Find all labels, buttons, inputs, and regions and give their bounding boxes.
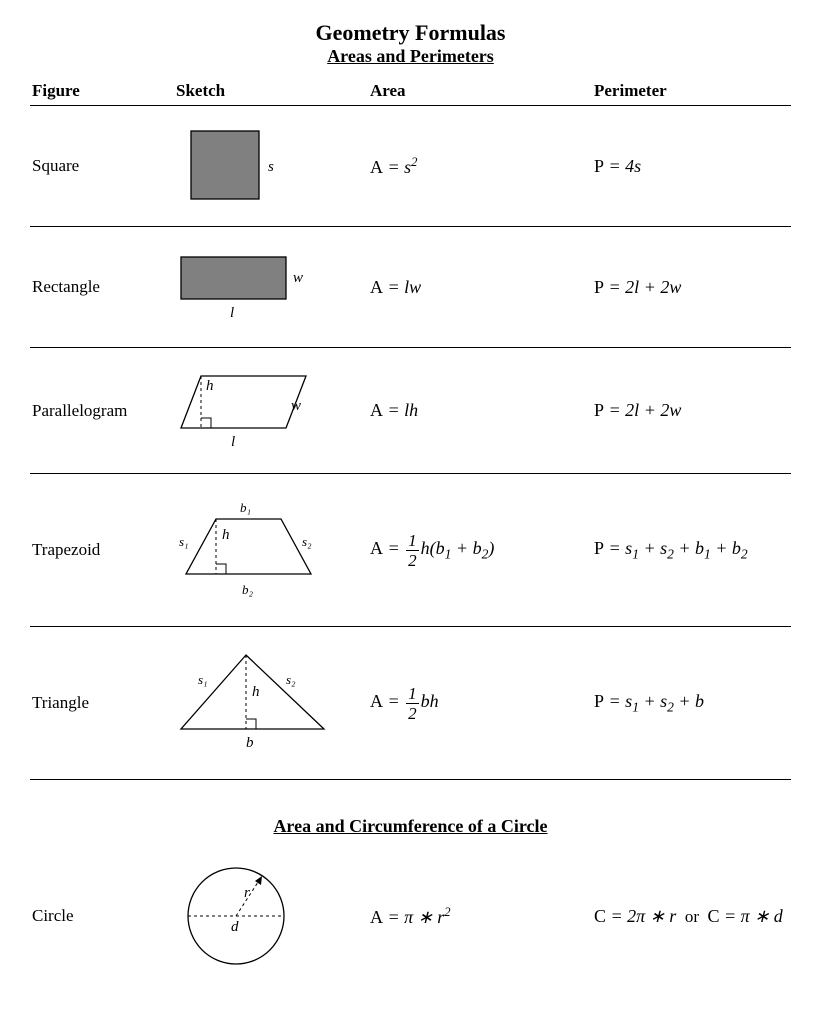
- main-title: Geometry Formulas: [30, 20, 791, 46]
- svg-text:r: r: [244, 885, 250, 901]
- sketch-triangle: s₁ s₂ h b: [174, 627, 368, 780]
- svg-text:b: b: [246, 735, 254, 751]
- sketch-trapezoid: b₁ b₂ s₁ s₂ h: [174, 474, 368, 627]
- figure-name: Trapezoid: [30, 474, 174, 627]
- area-cell: A = lh: [368, 348, 592, 474]
- svg-text:l: l: [231, 434, 235, 450]
- row-section2: Area and Circumference of a Circle: [30, 780, 791, 842]
- svg-text:w: w: [291, 398, 301, 414]
- figure-name: Circle: [30, 841, 174, 991]
- header-perimeter: Perimeter: [592, 77, 791, 106]
- svg-text:h: h: [222, 527, 230, 543]
- svg-text:d: d: [231, 919, 239, 935]
- square-icon: s: [176, 126, 306, 206]
- perimeter-cell: P = 2l + 2w: [592, 227, 791, 348]
- svg-text:b₂: b₂: [242, 582, 254, 597]
- svg-text:h: h: [206, 378, 214, 394]
- svg-text:w: w: [293, 270, 303, 286]
- row-trapezoid: Trapezoid b₁ b₂ s₁ s₂ h A = 12h(b1 + b2)…: [30, 474, 791, 627]
- rectangle-icon: w l: [176, 247, 336, 327]
- header-figure: Figure: [30, 77, 174, 106]
- perimeter-cell: P = s1 + s2 + b: [592, 627, 791, 780]
- triangle-icon: s₁ s₂ h b: [176, 647, 351, 759]
- figure-name: Triangle: [30, 627, 174, 780]
- formula-table: Figure Sketch Area Perimeter Square s A …: [30, 77, 791, 991]
- title-block: Geometry Formulas Areas and Perimeters: [30, 20, 791, 67]
- header-area: Area: [368, 77, 592, 106]
- sketch-parallelogram: h w l: [174, 348, 368, 474]
- parallelogram-icon: h w l: [176, 368, 346, 453]
- section2-title: Area and Circumference of a Circle: [30, 816, 791, 837]
- row-circle: Circle r d A = π ∗ r2 C = 2π ∗ r or C = …: [30, 841, 791, 991]
- area-cell: A = π ∗ r2: [368, 841, 592, 991]
- area-cell: A = s2: [368, 106, 592, 227]
- svg-text:s₁: s₁: [179, 534, 189, 549]
- row-rectangle: Rectangle w l A = lw P = 2l + 2w: [30, 227, 791, 348]
- row-parallelogram: Parallelogram h w l A = lh P = 2l + 2w: [30, 348, 791, 474]
- svg-text:s₁: s₁: [198, 672, 208, 687]
- svg-text:h: h: [252, 684, 260, 700]
- trapezoid-icon: b₁ b₂ s₁ s₂ h: [176, 494, 351, 606]
- svg-text:s₂: s₂: [302, 534, 312, 549]
- svg-text:s₂: s₂: [286, 672, 296, 687]
- row-triangle: Triangle s₁ s₂ h b A = 12bh P = s1 + s2 …: [30, 627, 791, 780]
- perimeter-cell: C = 2π ∗ r or C = π ∗ d: [592, 841, 791, 991]
- figure-name: Parallelogram: [30, 348, 174, 474]
- subtitle: Areas and Perimeters: [30, 46, 791, 67]
- sketch-square: s: [174, 106, 368, 227]
- figure-name: Rectangle: [30, 227, 174, 348]
- svg-text:b₁: b₁: [240, 500, 251, 515]
- svg-text:s: s: [268, 159, 274, 175]
- area-cell: A = lw: [368, 227, 592, 348]
- header-sketch: Sketch: [174, 77, 368, 106]
- svg-text:l: l: [230, 305, 234, 321]
- figure-name: Square: [30, 106, 174, 227]
- perimeter-cell: P = 4s: [592, 106, 791, 227]
- area-cell: A = 12bh: [368, 627, 592, 780]
- perimeter-cell: P = 2l + 2w: [592, 348, 791, 474]
- sketch-rectangle: w l: [174, 227, 368, 348]
- sketch-circle: r d: [174, 841, 368, 991]
- area-cell: A = 12h(b1 + b2): [368, 474, 592, 627]
- perimeter-cell: P = s1 + s2 + b1 + b2: [592, 474, 791, 627]
- circle-icon: r d: [176, 861, 326, 971]
- row-square: Square s A = s2 P = 4s: [30, 106, 791, 227]
